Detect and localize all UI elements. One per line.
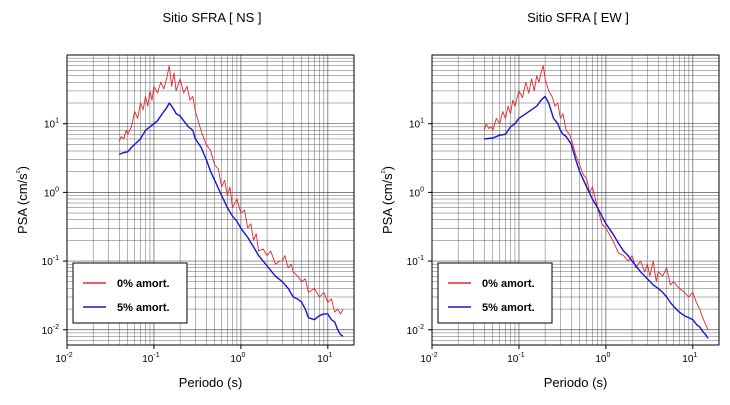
legend-label: 0% amort. [482, 278, 535, 290]
plot-frame [431, 54, 720, 346]
series-line-blue [119, 102, 344, 337]
series-group [483, 65, 709, 339]
chart-ew: Sitio SFRA [ EW ] 10-2 10-1 100 101 10-2 10-1… [379, 10, 720, 390]
x-tick-label: 10-1 [507, 352, 524, 365]
y-tick-label: 101 [44, 118, 59, 131]
chart-title: Sitio SFRA [ NS ] [163, 10, 262, 25]
y-axis-label: PSA (cm/s²) [379, 166, 395, 234]
legend-box [72, 262, 188, 324]
y-tick-label: 101 [409, 118, 424, 131]
y-tick-label: 10-2 [42, 324, 59, 337]
y-tick-label: 10-2 [407, 324, 424, 337]
legend: 0% amort. 5% amort. [437, 262, 553, 324]
y-tick-label: 100 [44, 186, 59, 199]
x-tick-label: 100 [230, 352, 245, 365]
x-axis-label: Periodo (s) [179, 375, 243, 390]
ticks: 10-2 10-1 100 101 10-2 10-1 100 101 [407, 118, 698, 365]
ticks: 10-2 10-1 100 101 10-2 10-1 100 101 [42, 118, 333, 365]
series-line-red [118, 65, 344, 315]
chart-ns: Sitio SFRA [ NS ] 10-2 10-1 100 101 10-2 10-1… [14, 10, 355, 390]
series-group [118, 65, 344, 337]
y-tick-label: 10-1 [407, 255, 424, 268]
x-tick-label: 10-1 [142, 352, 159, 365]
legend-label: 5% amort. [482, 302, 535, 314]
x-tick-label: 10-2 [420, 352, 437, 365]
x-tick-label: 100 [595, 352, 610, 365]
y-axis-label: PSA (cm/s²) [14, 166, 30, 234]
series-line-red [483, 65, 709, 330]
y-tick-label: 10-1 [42, 255, 59, 268]
y-tick-label: 100 [409, 186, 424, 199]
chart-title: Sitio SFRA [ EW ] [527, 10, 629, 25]
plot-frame [66, 54, 355, 346]
x-tick-label: 101 [682, 352, 697, 365]
legend-label: 0% amort. [117, 278, 170, 290]
legend: 0% amort. 5% amort. [72, 262, 188, 324]
x-tick-label: 10-2 [55, 352, 72, 365]
x-tick-label: 101 [317, 352, 332, 365]
x-axis-label: Periodo (s) [544, 375, 608, 390]
series-line-blue [484, 95, 709, 339]
legend-label: 5% amort. [117, 302, 170, 314]
legend-box [437, 262, 553, 324]
